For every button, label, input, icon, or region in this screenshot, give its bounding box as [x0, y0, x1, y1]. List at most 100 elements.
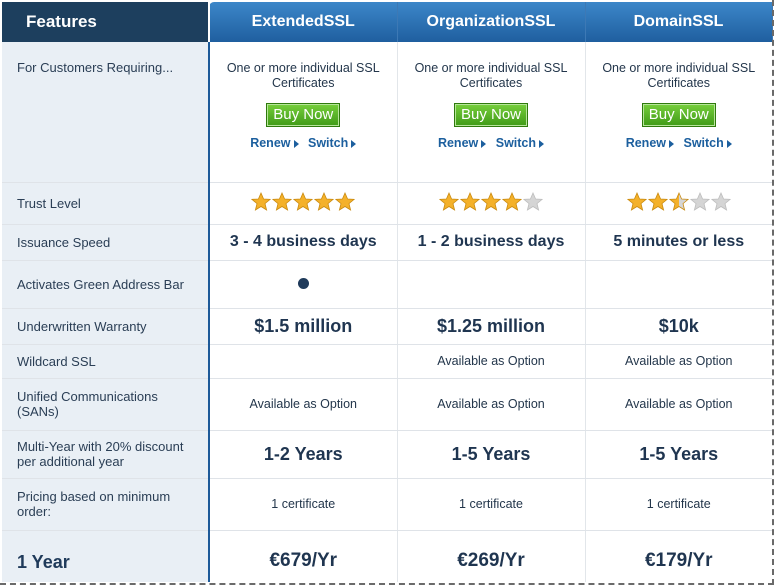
- plan-value: 1-5 Years: [585, 430, 772, 479]
- plan-cell: [209, 182, 398, 225]
- star-rating: [439, 192, 543, 211]
- plan-cell: One or more individual SSL Certificates …: [585, 42, 773, 183]
- arrow-right-icon: [726, 139, 732, 148]
- star-full-icon: [481, 192, 501, 211]
- row-label: Multi-Year with 20% discount per additio…: [2, 430, 210, 479]
- arrow-right-icon: [669, 139, 674, 148]
- row-label: Issuance Speed: [2, 224, 210, 261]
- row-label: 1 Year: [2, 530, 210, 582]
- switch-link[interactable]: Switch: [683, 136, 732, 150]
- plan-description: One or more individual SSL Certificates: [602, 61, 756, 91]
- plan-value: Available as Option: [585, 344, 772, 379]
- plan-header-domainssl: DomainSSL: [585, 2, 773, 42]
- star-full-icon: [502, 192, 522, 211]
- row-warranty: Underwritten Warranty $1.5 million $1.25…: [2, 308, 772, 345]
- star-rating: [251, 192, 356, 211]
- renew-link[interactable]: Renew: [250, 136, 299, 150]
- plan-cell: [585, 260, 772, 309]
- plan-value: 1-2 Years: [209, 430, 398, 479]
- row-label: Underwritten Warranty: [2, 308, 210, 345]
- row-label: Unified Communications (SANs): [2, 378, 210, 431]
- plan-links: Renew Switch: [398, 136, 585, 150]
- plan-value: 1 certificate: [585, 478, 772, 531]
- row-label: Pricing based on minimum order:: [2, 478, 210, 531]
- plan-value: 1 certificate: [209, 478, 398, 531]
- row-green-address-bar: Activates Green Address Bar: [2, 260, 772, 309]
- plan-value: [209, 344, 398, 379]
- star-full-icon: [272, 192, 293, 211]
- switch-link[interactable]: Switch: [307, 136, 357, 151]
- plan-value: 5 minutes or less: [585, 224, 772, 261]
- star-full-icon: [251, 192, 272, 211]
- row-issuance-speed: Issuance Speed 3 - 4 business days 1 - 2…: [2, 224, 772, 261]
- plan-cell: [397, 260, 586, 309]
- row-label: For Customers Requiring...: [2, 42, 210, 183]
- switch-link-label: Switch: [495, 136, 537, 151]
- plan-cell: One or more individual SSL Certificates …: [397, 42, 586, 183]
- plan-value: Available as Option: [397, 378, 586, 431]
- page-edge-bottom: [0, 583, 774, 585]
- arrow-right-icon: [539, 139, 545, 148]
- row-pricing-minimum: Pricing based on minimum order: 1 certif…: [2, 478, 772, 531]
- star-full-icon: [460, 192, 480, 211]
- arrow-right-icon: [293, 139, 299, 148]
- star-full-icon: [626, 192, 647, 211]
- renew-link[interactable]: Renew: [437, 136, 487, 151]
- plan-value: 3 - 4 business days: [209, 224, 398, 261]
- row-label: Trust Level: [2, 182, 210, 225]
- plan-cell: [397, 182, 586, 225]
- star-full-icon: [314, 192, 335, 211]
- plan-value: Available as Option: [397, 344, 586, 379]
- plan-description: One or more individual SSL Certificates: [226, 61, 380, 91]
- star-full-icon: [439, 192, 459, 211]
- plan-description: One or more individual SSL Certificates: [414, 61, 568, 91]
- star-full-icon: [647, 192, 668, 211]
- row-wildcard: Wildcard SSL Available as Option Availab…: [2, 344, 772, 379]
- renew-link[interactable]: Renew: [626, 136, 674, 150]
- row-multi-year: Multi-Year with 20% discount per additio…: [2, 430, 772, 479]
- plan-value: 1-5 Years: [397, 430, 586, 479]
- plan-value: Available as Option: [585, 378, 772, 431]
- star-rating: [626, 192, 731, 211]
- star-empty-icon: [710, 192, 731, 211]
- row-label: Wildcard SSL: [2, 344, 210, 379]
- plan-header-organizationssl: OrganizationSSL: [397, 2, 586, 42]
- buy-now-button[interactable]: Buy Now: [266, 103, 341, 128]
- star-full-icon: [293, 192, 314, 211]
- star-half-icon: [668, 192, 689, 211]
- plan-cell: [209, 260, 398, 309]
- row-trust-level: Trust Level: [2, 182, 772, 225]
- row-label: Activates Green Address Bar: [2, 260, 210, 309]
- renew-link-label: Renew: [625, 136, 666, 151]
- star-empty-icon: [689, 192, 710, 211]
- plan-links: Renew Switch: [586, 136, 773, 150]
- features-header: Features: [2, 2, 210, 42]
- buy-now-button[interactable]: Buy Now: [453, 103, 529, 128]
- star-full-icon: [335, 192, 356, 211]
- plan-cell: [585, 182, 772, 225]
- switch-link-label: Switch: [307, 136, 349, 151]
- plan-value: 1 certificate: [397, 478, 586, 531]
- arrow-right-icon: [351, 139, 357, 148]
- row-customers: For Customers Requiring... One or more i…: [2, 42, 773, 183]
- row-unified-communications: Unified Communications (SANs) Available …: [2, 378, 772, 431]
- arrow-right-icon: [481, 139, 487, 148]
- plan-value: $1.25 million: [397, 308, 586, 345]
- plan-value: 1 - 2 business days: [397, 224, 586, 261]
- page-edge-right: [772, 0, 774, 585]
- plan-links: Renew Switch: [210, 136, 397, 150]
- price-value: €179/Yr: [644, 550, 713, 572]
- price-value: €269/Yr: [397, 530, 586, 582]
- price-value: €679/Yr: [209, 530, 398, 582]
- plan-header-extendedssl: ExtendedSSL: [209, 2, 398, 42]
- included-bullet-icon: [297, 277, 309, 289]
- plan-value: $10k: [585, 308, 772, 345]
- header-row: Features ExtendedSSL OrganizationSSL Dom…: [2, 2, 773, 42]
- row-one-year-price: 1 Year €679/Yr €269/Yr €179/Yr: [2, 530, 772, 582]
- plan-value: $1.5 million: [209, 308, 398, 345]
- renew-link-label: Renew: [437, 136, 479, 151]
- switch-link[interactable]: Switch: [495, 136, 545, 151]
- buy-now-button[interactable]: Buy Now: [641, 103, 716, 128]
- plan-value: Available as Option: [209, 378, 398, 431]
